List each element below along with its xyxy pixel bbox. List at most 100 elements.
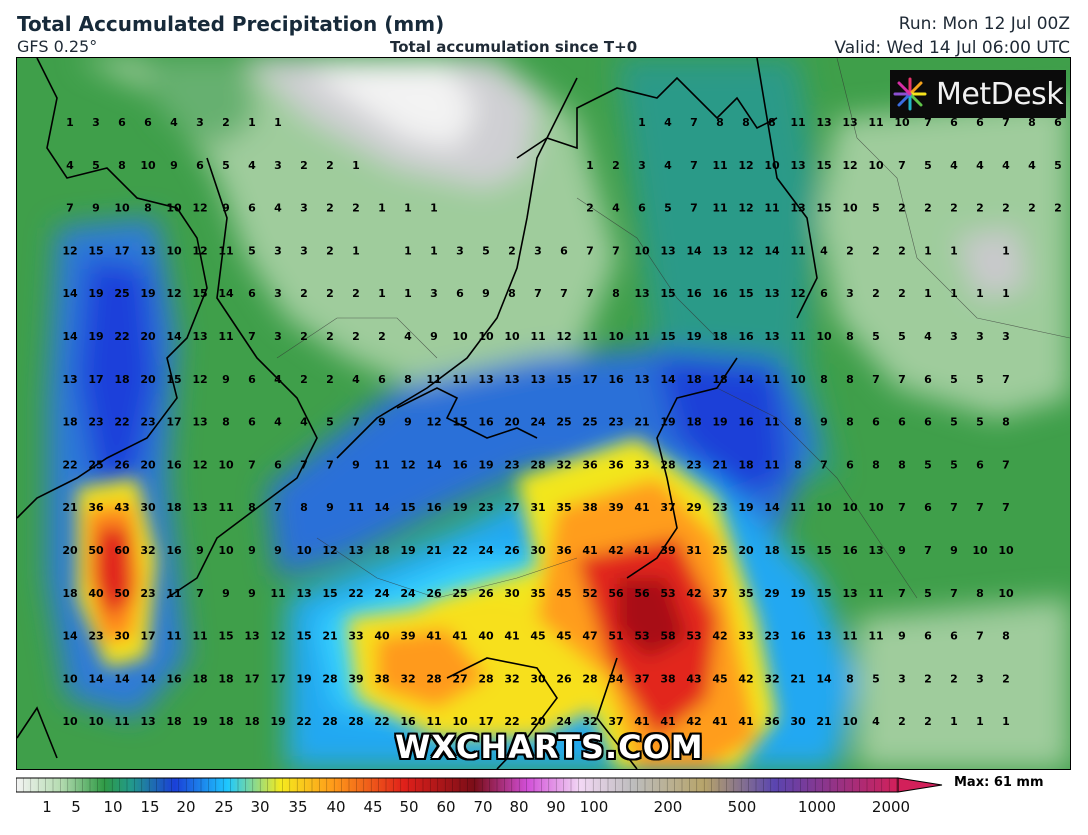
grid-value: 19: [660, 416, 675, 429]
grid-value: 8: [898, 458, 906, 471]
grid-value: 10: [868, 159, 884, 172]
grid-value: 7: [820, 458, 828, 471]
grid-value: 41: [738, 715, 753, 728]
grid-value: 42: [686, 715, 701, 728]
grid-value: 12: [738, 202, 753, 215]
grid-value: 10: [166, 244, 182, 257]
grid-value: 45: [530, 630, 545, 643]
grid-value: 7: [924, 116, 932, 129]
grid-value: 3: [274, 287, 282, 300]
grid-value: 8: [846, 416, 854, 429]
grid-value: 20: [530, 715, 546, 728]
grid-value: 32: [140, 544, 155, 557]
grid-value: 8: [794, 416, 802, 429]
grid-value: 35: [556, 501, 571, 514]
grid-value: 24: [530, 416, 546, 429]
grid-value: 16: [608, 373, 624, 386]
grid-value: 4: [300, 416, 308, 429]
grid-value: 15: [88, 244, 103, 257]
grid-value: 22: [348, 587, 363, 600]
grid-value: 2: [352, 287, 360, 300]
grid-value: 7: [300, 458, 308, 471]
grid-value: 7: [690, 159, 698, 172]
grid-value: 10: [998, 587, 1014, 600]
grid-value: 36: [608, 458, 624, 471]
legend-label: 10: [103, 798, 123, 816]
grid-value: 25: [114, 287, 129, 300]
grid-value: 2: [586, 202, 594, 215]
grid-value: 24: [478, 544, 494, 557]
grid-value: 15: [790, 544, 805, 557]
grid-value: 45: [556, 587, 571, 600]
grid-value: 5: [872, 202, 880, 215]
grid-value: 6: [924, 416, 932, 429]
grid-value: 33: [634, 458, 649, 471]
grid-value: 28: [348, 715, 363, 728]
grid-value: 2: [326, 244, 334, 257]
grid-value: 13: [348, 544, 363, 557]
grid-value: 19: [296, 672, 311, 685]
value-grid: 1 3 6 6 4 3 2 1 1 1 4 7 8 8 8 11 13 13 11 10 7 6 6 7 8 64 5 8 10 9 6 5 4…: [62, 116, 1062, 728]
grid-value: 9: [378, 416, 386, 429]
coastlines: [17, 58, 818, 769]
grid-value: 18: [738, 458, 753, 471]
grid-value: 14: [140, 672, 156, 685]
grid-value: 5: [924, 458, 932, 471]
grid-value: 5: [872, 330, 880, 343]
grid-value: 14: [166, 330, 182, 343]
grid-value: 25: [452, 587, 467, 600]
grid-value: 10: [166, 202, 182, 215]
grid-value: 6: [846, 458, 854, 471]
grid-value: 60: [114, 544, 130, 557]
grid-value: 12: [192, 458, 207, 471]
grid-value: 32: [556, 458, 571, 471]
grid-value: 8: [846, 330, 854, 343]
grid-value: 2: [326, 159, 334, 172]
grid-value: 21: [62, 501, 77, 514]
metdesk-logo: MetDesk: [890, 70, 1066, 118]
grid-value: 11: [868, 630, 883, 643]
grid-value: 11: [764, 416, 779, 429]
grid-value: 2: [326, 287, 334, 300]
grid-value: 5: [482, 244, 490, 257]
grid-value: 32: [400, 672, 415, 685]
grid-value: 21: [426, 544, 441, 557]
legend-colorbar: [16, 777, 943, 793]
grid-value: 12: [738, 159, 753, 172]
grid-value: 36: [556, 544, 572, 557]
grid-value: 10: [62, 715, 78, 728]
grid-value: 13: [296, 587, 311, 600]
grid-value: 33: [348, 630, 363, 643]
grid-value: 15: [816, 544, 831, 557]
grid-value: 34: [608, 672, 624, 685]
grid-value: 24: [556, 715, 572, 728]
precipitation-fields: [17, 58, 1070, 769]
grid-value: 6: [560, 244, 568, 257]
grid-value: 11: [790, 244, 805, 257]
grid-value: 8: [846, 672, 854, 685]
grid-value: 29: [764, 587, 779, 600]
model-label: GFS 0.25°: [17, 37, 98, 56]
grid-value: 11: [764, 373, 779, 386]
grid-value: 5: [976, 416, 984, 429]
grid-value: 13: [62, 373, 77, 386]
grid-value: 5: [950, 416, 958, 429]
grid-value: 7: [898, 373, 906, 386]
grid-value: 22: [452, 544, 467, 557]
grid-value: 5: [222, 159, 230, 172]
grid-value: 15: [166, 373, 181, 386]
grid-value: 16: [166, 544, 182, 557]
grid-value: 39: [660, 544, 675, 557]
grid-value: 18: [62, 416, 77, 429]
grid-value: 13: [634, 373, 649, 386]
grid-value: 9: [274, 544, 282, 557]
grid-value: 8: [1002, 630, 1010, 643]
grid-value: 4: [612, 202, 620, 215]
grid-value: 18: [374, 544, 389, 557]
grid-value: 17: [114, 244, 129, 257]
grid-value: 1: [638, 116, 646, 129]
grid-value: 41: [504, 630, 519, 643]
grid-value: 2: [222, 116, 230, 129]
grid-value: 5: [664, 202, 672, 215]
grid-value: 13: [244, 630, 259, 643]
